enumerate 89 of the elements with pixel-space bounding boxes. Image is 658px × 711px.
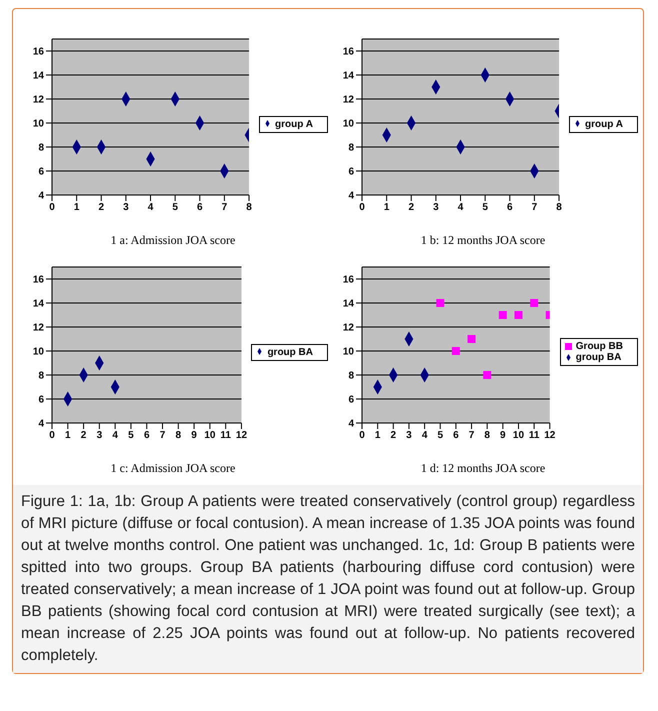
x-tick-label: 9 <box>500 430 506 442</box>
x-tick-label: 1 <box>374 430 381 442</box>
x-tick-label: 1 <box>384 202 390 214</box>
x-tick-label: 4 <box>148 202 154 214</box>
x-tick-label: 4 <box>422 430 428 442</box>
x-tick-label: 0 <box>359 430 366 442</box>
x-tick-label: 4 <box>112 430 118 442</box>
y-tick-label: 12 <box>342 94 354 106</box>
x-tick-label: 3 <box>433 202 440 214</box>
x-tick-label: 11 <box>220 430 232 442</box>
point <box>468 335 476 343</box>
x-tick-label: 2 <box>408 202 414 214</box>
x-tick-label: 0 <box>49 430 56 442</box>
x-tick-label: 8 <box>246 202 252 214</box>
text: 1 a: Admission JOA score <box>110 233 236 249</box>
x-tick-label: 6 <box>196 202 203 214</box>
point <box>483 371 492 379</box>
y-tick-label: 6 <box>38 394 44 406</box>
x-tick-label: 6 <box>506 202 513 214</box>
y-tick-label: 10 <box>32 118 44 130</box>
legend-label: group BA <box>576 352 622 363</box>
y-tick-label: 10 <box>342 118 354 130</box>
legend-label: group A <box>275 118 313 130</box>
x-tick-label: 1 <box>74 202 80 214</box>
y-tick-label: 14 <box>342 298 354 310</box>
legend-label: Group BB <box>576 341 623 352</box>
x-tick-label: 4 <box>458 202 464 214</box>
y-tick-label: 6 <box>38 166 44 178</box>
x-tick-label: 0 <box>359 202 366 214</box>
point <box>514 311 522 319</box>
x-tick-label: 8 <box>176 430 182 442</box>
x-tick-label: 7 <box>468 430 475 442</box>
point <box>452 347 460 355</box>
x-tick-label: 6 <box>144 430 150 442</box>
y-tick-label: 6 <box>348 394 354 406</box>
y-tick-label: 10 <box>32 346 44 358</box>
point <box>530 299 538 307</box>
legend-label: group BA <box>267 346 313 358</box>
x-tick-label: 2 <box>390 430 397 442</box>
point <box>498 311 507 319</box>
x-tick-label: 8 <box>484 430 490 442</box>
y-tick-label: 16 <box>32 46 44 58</box>
legend-label: group A <box>585 118 623 130</box>
y-tick-label: 10 <box>342 346 354 358</box>
y-tick-label: 4 <box>38 190 44 202</box>
x-tick-label: 3 <box>96 430 103 442</box>
y-tick-label: 4 <box>38 418 44 430</box>
y-tick-label: 8 <box>38 142 44 154</box>
x-tick-label: 3 <box>123 202 130 214</box>
x-tick-label: 0 <box>49 202 56 214</box>
y-tick-label: 12 <box>342 322 354 334</box>
y-tick-label: 16 <box>32 274 44 286</box>
x-tick-label: 10 <box>512 430 524 442</box>
text: 1 d: 12 months JOA score <box>420 461 546 477</box>
x-tick-label: 3 <box>406 430 412 442</box>
x-tick-label: 10 <box>204 430 216 442</box>
y-tick-label: 14 <box>32 70 44 82</box>
x-tick-label: 5 <box>172 202 178 214</box>
x-tick-label: 8 <box>556 202 562 214</box>
x-tick-label: 7 <box>532 202 538 214</box>
x-tick-label: 2 <box>80 430 87 442</box>
y-tick-label: 12 <box>32 94 44 106</box>
x-tick-label: 12 <box>236 430 248 442</box>
y-tick-label: 16 <box>342 274 354 286</box>
y-tick-label: 8 <box>348 370 354 382</box>
x-tick-label: 7 <box>222 202 228 214</box>
y-tick-label: 4 <box>348 418 354 430</box>
point <box>436 299 444 307</box>
x-tick-label: 5 <box>128 430 134 442</box>
x-tick-label: 5 <box>482 202 488 214</box>
y-tick-label: 16 <box>342 46 354 58</box>
x-tick-label: 12 <box>544 430 556 442</box>
y-tick-label: 6 <box>348 166 354 178</box>
text: 1 b: 12 months JOA score <box>420 233 546 249</box>
y-tick-label: 4 <box>348 190 354 202</box>
y-tick-label: 14 <box>342 70 354 82</box>
x-tick-label: 11 <box>528 430 540 442</box>
text: 1 c: Admission JOA score <box>110 461 236 477</box>
x-tick-label: 2 <box>98 202 104 214</box>
y-tick-label: 8 <box>348 142 354 154</box>
y-tick-label: 8 <box>38 370 44 382</box>
y-tick-label: 12 <box>32 322 44 334</box>
y-tick-label: 14 <box>32 298 44 310</box>
caption: Figure 1: 1a, 1b: Group A patients were treated conservatively (control group) regardless of MRI picture (diffuse or focal contusion). A mean increase of 1.35 JOA points was found out at twelve months control. One patient was unchanged. 1c, 1d: Group B patients were spitted into two groups. Group BA patients (harbouring diffuse cord contusion) were treated conservatively; a mean increase of 1 JOA point was found out at follow-up. Group BB patients (showing focal cord contusion at MRI) were treated surgically (see text); a mean increase of 2.25 JOA points was found out at follow-up. No patients recovered completely. <box>21 492 635 666</box>
x-tick-label: 9 <box>191 430 198 442</box>
x-tick-label: 1 <box>65 430 72 442</box>
x-tick-label: 6 <box>453 430 460 442</box>
x-tick-label: 5 <box>437 430 444 442</box>
x-tick-label: 7 <box>160 430 166 442</box>
